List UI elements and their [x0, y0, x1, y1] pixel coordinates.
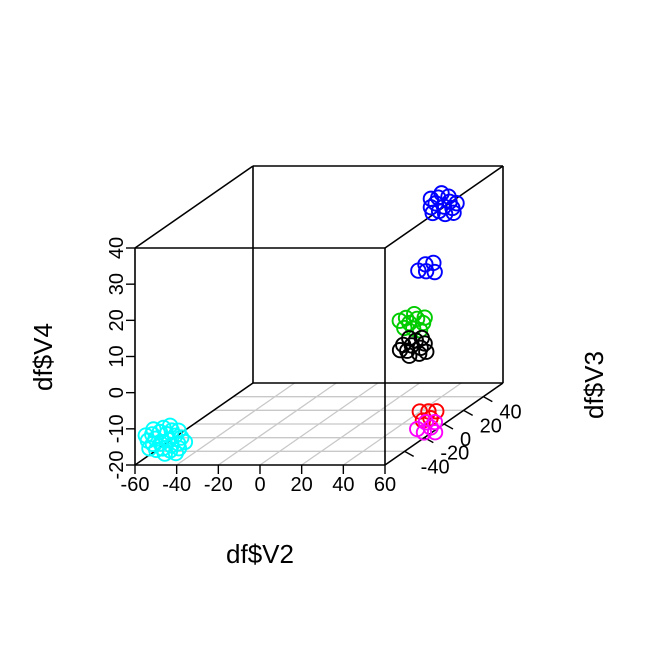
- z-tick-label: 20: [106, 309, 128, 331]
- y-tick-label: 0: [460, 429, 471, 451]
- data-point: [428, 403, 445, 420]
- data-point: [426, 263, 443, 281]
- chart-box: [134, 165, 504, 466]
- data-point: [401, 347, 418, 364]
- z-tick-label: 40: [106, 237, 128, 259]
- y-axis-title: df$V3: [579, 351, 609, 419]
- data-point: [155, 419, 172, 437]
- data-point: [161, 417, 179, 434]
- y-tick-label: -40: [421, 456, 450, 478]
- x-tick-label: 40: [332, 474, 354, 496]
- data-point: [406, 305, 423, 323]
- y-tick-label: 40: [499, 402, 521, 424]
- data-point: [409, 420, 426, 438]
- x-tick-label: -60: [121, 474, 150, 496]
- x-tick-label: 0: [254, 474, 265, 496]
- data-point: [391, 312, 408, 329]
- x-tick-label: 60: [374, 474, 396, 496]
- data-point: [391, 341, 409, 359]
- data-point: [173, 429, 190, 446]
- data-point: [437, 205, 454, 223]
- z-axis-title: df$V4: [28, 323, 58, 391]
- x-tick-label: -20: [204, 474, 233, 496]
- z-tick-label: 30: [106, 273, 128, 295]
- data-points: [137, 185, 465, 462]
- z-tick-label: 0: [106, 387, 128, 398]
- data-point: [425, 254, 442, 272]
- data-point: [401, 330, 418, 347]
- data-point: [426, 413, 444, 431]
- data-point: [411, 345, 428, 362]
- x-tick-label: 20: [291, 474, 313, 496]
- y-tick-mark: [463, 409, 474, 416]
- data-point: [424, 204, 441, 222]
- data-point: [413, 329, 430, 347]
- data-point: [176, 433, 194, 451]
- axis-ticks: -60 -40 -20 0 20 40 60-40-2002040-20-100102030…: [106, 237, 522, 496]
- y-tick-mark: [404, 450, 415, 457]
- data-point: [148, 441, 165, 459]
- data-point: [167, 444, 185, 462]
- x-axis-title: df$V2: [226, 539, 294, 569]
- y-tick-label: 20: [480, 415, 502, 437]
- data-point: [410, 262, 427, 279]
- x-tick-label: -40: [162, 474, 191, 496]
- data-point: [416, 309, 433, 326]
- data-point: [433, 185, 450, 202]
- data-point: [426, 424, 444, 441]
- y-tick-label: -20: [440, 443, 469, 465]
- data-point: [448, 195, 465, 212]
- y-tick-mark: [443, 423, 454, 430]
- data-point: [156, 445, 173, 462]
- z-tick-label: 10: [106, 345, 128, 367]
- data-point: [445, 204, 462, 221]
- z-tick-label: -10: [106, 414, 128, 443]
- z-tick-label: -20: [106, 451, 128, 480]
- box-edge: [134, 165, 254, 249]
- y-tick-mark: [482, 396, 493, 403]
- data-point: [137, 427, 154, 444]
